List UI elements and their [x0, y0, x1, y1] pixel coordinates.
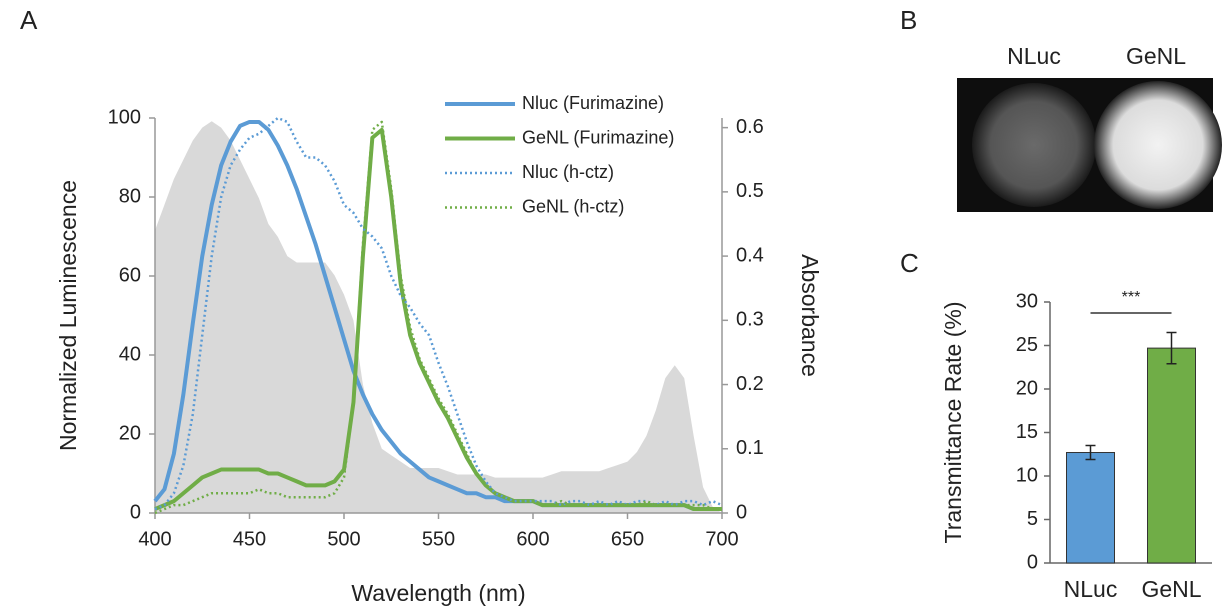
y-tick-label: 15	[1016, 421, 1038, 443]
y-axis-title: Normalized Luminescence	[55, 180, 81, 451]
y-tick-label: 5	[1027, 508, 1038, 530]
y-tick-label: 20	[1016, 377, 1038, 399]
legend-label: GeNL (Furimazine)	[522, 127, 674, 147]
legend-label: Nluc (Furimazine)	[522, 93, 664, 113]
y-tick-label: 0	[130, 501, 141, 523]
panel-label: C	[900, 248, 919, 278]
y2-tick-label: 0.5	[736, 180, 764, 202]
panel-label: A	[20, 5, 38, 35]
x-tick-label: GeNL	[1141, 576, 1201, 602]
y2-tick-label: 0	[736, 501, 747, 523]
bar	[1066, 452, 1115, 564]
y-tick-label: 80	[119, 185, 141, 207]
x-axis-title: Wavelength (nm)	[351, 580, 525, 606]
y-axis-title: Transmittance Rate (%)	[940, 302, 966, 544]
significance-label: ***	[1122, 289, 1141, 306]
y-tick-label: 25	[1016, 334, 1038, 356]
y2-axis-title: Absorbance	[797, 254, 823, 377]
y2-tick-label: 0.4	[736, 244, 764, 266]
absorbance-area	[155, 121, 722, 514]
y-tick-label: 30	[1016, 290, 1038, 312]
y-tick-label: 100	[108, 106, 141, 128]
error-bar	[1085, 444, 1096, 461]
x-tick-label: 650	[611, 528, 644, 550]
error-bar	[1166, 331, 1177, 365]
y2-tick-label: 0.3	[736, 309, 764, 331]
y2-tick-label: 0.2	[736, 373, 764, 395]
image-label: NLuc	[1007, 43, 1061, 69]
image-label: GeNL	[1126, 43, 1186, 69]
series-line	[154, 127, 722, 512]
y-tick-label: 20	[119, 422, 141, 444]
x-tick-label: 550	[422, 528, 455, 550]
nluc-spot	[972, 83, 1096, 207]
x-tick-label: 500	[327, 528, 360, 550]
y-tick-label: 0	[1027, 551, 1038, 573]
x-tick-label: 400	[138, 528, 171, 550]
y-tick-label: 40	[119, 343, 141, 365]
y2-tick-label: 0.6	[736, 116, 764, 138]
series-line	[154, 120, 722, 515]
series-line	[154, 116, 723, 511]
y2-tick-label: 0.1	[736, 437, 764, 459]
x-tick-label: 600	[516, 528, 549, 550]
x-tick-label: 700	[705, 528, 738, 550]
y-tick-label: 10	[1016, 464, 1038, 486]
genl-spot	[1094, 81, 1222, 209]
panel-label: B	[900, 5, 917, 35]
x-tick-label: 450	[233, 528, 266, 550]
x-tick-label: NLuc	[1064, 576, 1118, 602]
bar	[1147, 347, 1196, 564]
legend-label: Nluc (h-ctz)	[522, 162, 614, 182]
legend-label: GeNL (h-ctz)	[522, 196, 624, 216]
y-tick-label: 60	[119, 264, 141, 286]
